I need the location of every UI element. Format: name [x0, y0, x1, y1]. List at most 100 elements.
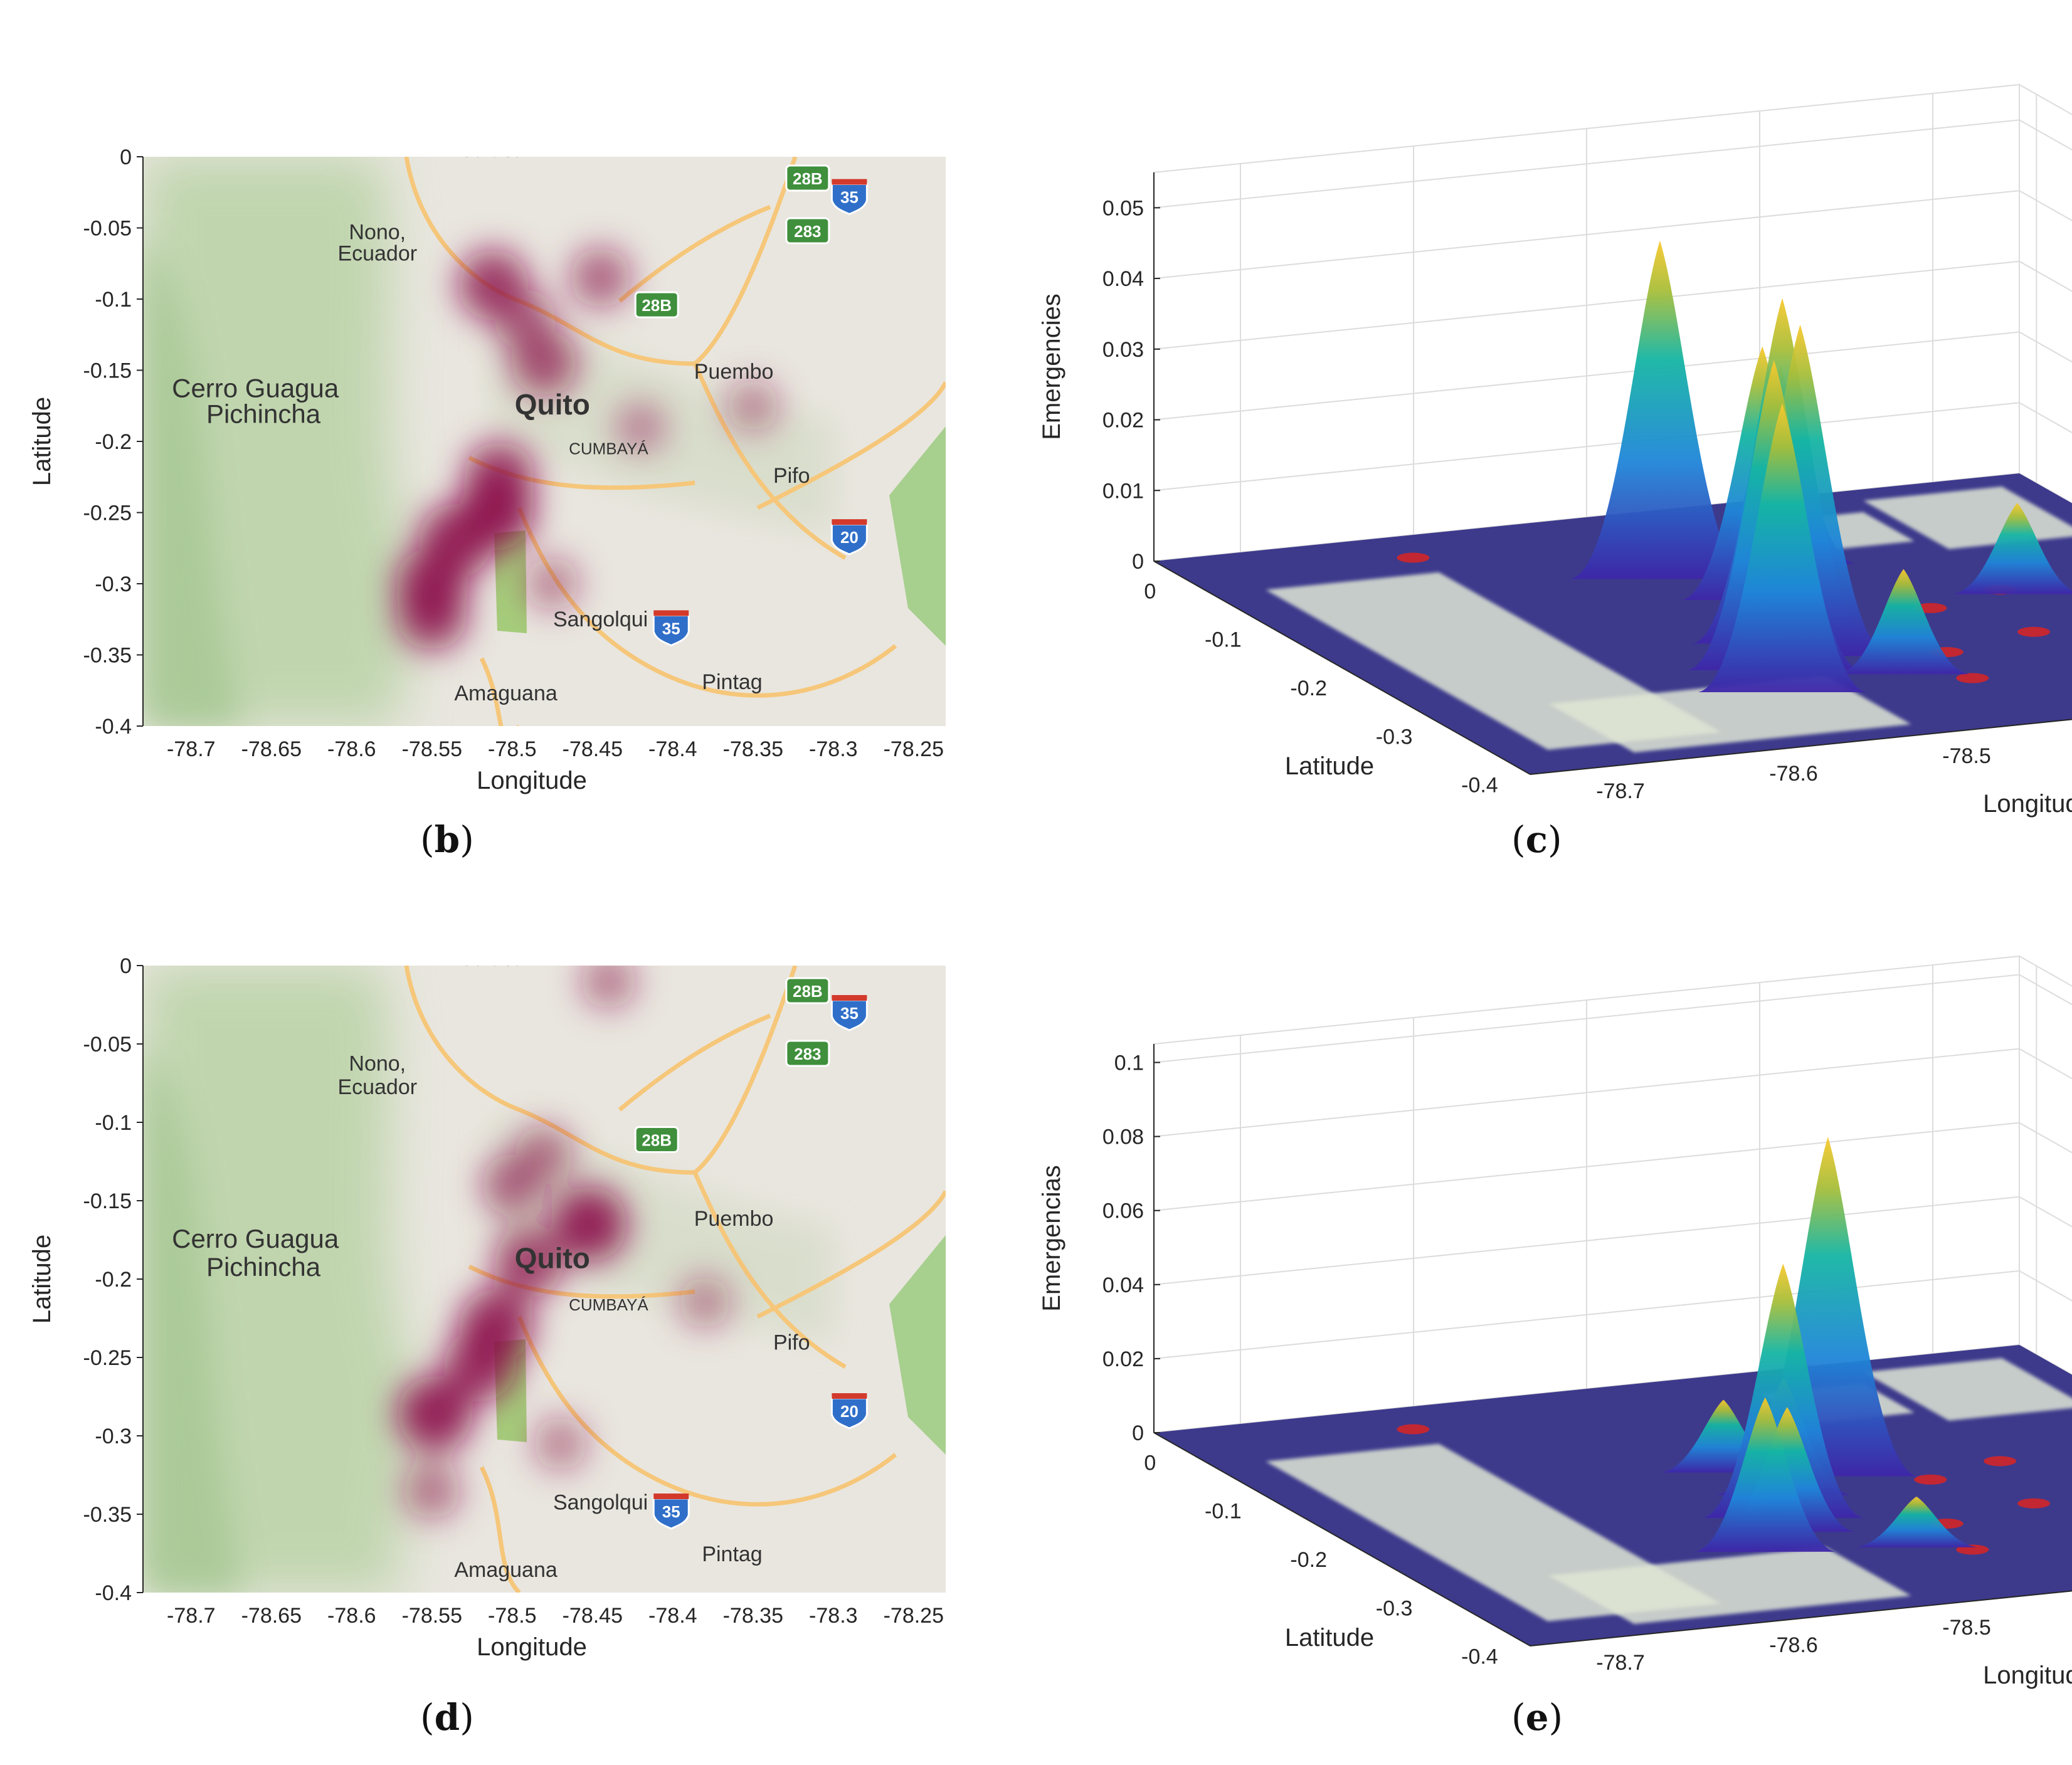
z-tick-label: 0.01: [1102, 479, 1144, 503]
x-tick-label: -78.65: [241, 737, 302, 761]
z-grid-line: [1153, 402, 2072, 492]
x-tick-label: -78.25: [884, 1604, 944, 1628]
road-shield-0: 28B: [785, 977, 830, 1004]
lat-tick-label: -0.2: [1290, 1548, 1327, 1572]
road-7: [479, 657, 519, 726]
shield-interstate-top: [832, 1393, 867, 1399]
axes-3d: 0 0.01 0.02 0.03 0.04 0.05 0 -0.1 -0.2 -0.3 -0.4 -7…: [1038, 172, 2072, 818]
road-1: [693, 157, 798, 366]
x-tick-label: -78.65: [241, 1604, 302, 1628]
z-grid-line: [1153, 974, 2072, 1063]
map-label-4: Pichincha: [206, 399, 321, 428]
y-tick-label: -0.35: [83, 1503, 132, 1527]
shield-interstate-top: [832, 179, 867, 185]
z-grid-line: [1153, 1196, 2072, 1285]
map-label-2: Ecuador: [337, 242, 417, 266]
red-marker-0: [1397, 552, 1430, 563]
road-shield-2: 28B: [634, 1126, 679, 1153]
back-wall-lat: [2019, 955, 2072, 1376]
heat-layer: [396, 247, 780, 651]
y-tick-label: -0.1: [95, 288, 132, 312]
x-tick-label: -78.6: [327, 1604, 376, 1628]
terrain-west-deep: [143, 1041, 243, 1593]
terrain-east: [494, 1116, 833, 1342]
shield-interstate-top: [653, 1494, 689, 1499]
lat-tick-label: -0.3: [1376, 725, 1413, 749]
map-label-5: Quito: [515, 1242, 590, 1275]
lat-axis-line: [1153, 561, 1531, 775]
lon-tick-label: -78.6: [1769, 762, 1818, 786]
z-grid-line: [1153, 260, 2072, 350]
lat-tick-label: -0.3: [1376, 1596, 1413, 1620]
x-tick-label: -78.3: [809, 1604, 858, 1628]
x-tick-label: -78.5: [488, 1604, 537, 1628]
red-marker-2: [2017, 1498, 2051, 1509]
floor-map-patch-2: [1863, 1358, 2072, 1421]
z-grid-line: [1153, 1122, 2072, 1211]
caption-b: (b): [420, 818, 474, 861]
red-marker-1: [1914, 1474, 1947, 1485]
road-4: [517, 1315, 897, 1507]
x-tick-label: -78.3: [809, 737, 858, 761]
surface-peak-1: [1570, 240, 1750, 579]
x-tick-label: -78.35: [723, 737, 783, 761]
z-tick-label: 0.08: [1102, 1125, 1144, 1149]
lat-tick-label: -0.4: [1461, 774, 1498, 798]
map-axes: 0 -0.05 -0.1 -0.15 -0.2 -0.25 -0.3 -0.35 -0.4 -78…: [28, 145, 944, 794]
shield-green-box: [634, 291, 679, 319]
shield-label: 35: [662, 619, 680, 638]
lon-tick-label: -78.6: [1769, 1633, 1818, 1657]
y-tick-label: -0.4: [95, 715, 132, 739]
shield-green-box: [634, 1126, 679, 1153]
y-tick-label: -0.3: [95, 572, 132, 596]
shield-green-box: [785, 1040, 830, 1067]
y-tick-label: -0.15: [83, 1189, 132, 1213]
surface-peak-6: [1694, 1397, 1836, 1552]
shield-interstate-box: [830, 1397, 868, 1430]
map-label-3: Cerro Guagua: [172, 374, 339, 403]
shield-green-box: [785, 977, 830, 1004]
z-axis-label: Emergencias: [1038, 1165, 1065, 1311]
shield-label: 28B: [642, 296, 672, 315]
x-axis-label: Longitude: [477, 767, 587, 794]
x-tick-label: -78.55: [402, 1604, 462, 1628]
x-tick-label: -78.4: [648, 737, 697, 761]
heat-layer: [397, 966, 731, 1520]
axes-3d: 0 0.02 0.04 0.06 0.08 0.1 0 -0.1 -0.2 -0.3 -0.4 -78…: [1038, 1044, 2072, 1689]
shield-label: 20: [840, 1402, 859, 1421]
heatmap-map-b: Calacali Nono,Ecuador Cerro GuaguaPichinch…: [28, 145, 946, 794]
heat-spot-3: [570, 247, 631, 308]
road-3: [468, 1264, 695, 1299]
floor-map-patch-1: [1548, 675, 1911, 752]
heat-spot-11: [615, 401, 667, 453]
lon-tick-label: -78.7: [1596, 779, 1645, 803]
heat-spot-7: [581, 966, 637, 1009]
road-5: [618, 204, 771, 303]
z-tick-label: 0.04: [1102, 1273, 1144, 1297]
shield-green-box: [785, 217, 830, 245]
z-tick-label: 0.04: [1102, 267, 1144, 291]
map-label-0: Calacali: [458, 947, 534, 971]
map-label-10: Amaguana: [454, 682, 558, 705]
caption-d: (d): [420, 1696, 474, 1739]
road-shield-3: 35: [830, 179, 868, 216]
shield-label: 28B: [793, 982, 823, 1001]
road-6: [756, 1190, 946, 1319]
y-tick-label: -0.2: [95, 1268, 132, 1292]
road-2: [692, 362, 847, 561]
map-label-11: Pintag: [702, 670, 762, 694]
lon-axis-line: [1530, 719, 2072, 775]
lat-axis-label: Latitude: [1285, 1624, 1374, 1652]
road-shield-5: 35: [652, 610, 690, 647]
y-tick-label: -0.05: [83, 1033, 132, 1056]
y-tick-label: -0.3: [95, 1425, 132, 1448]
map-label-7: Puembo: [694, 360, 774, 384]
heat-spot-9: [525, 556, 579, 611]
shield-label: 28B: [642, 1131, 672, 1150]
map-label-1: Nono,: [349, 221, 406, 245]
z-grid-line: [1153, 190, 2072, 280]
heat-spot-8: [403, 1462, 461, 1520]
heat-spot-4: [397, 1376, 473, 1452]
road-shield-4: 20: [830, 1393, 868, 1430]
y-tick-label: -0.25: [83, 502, 132, 525]
